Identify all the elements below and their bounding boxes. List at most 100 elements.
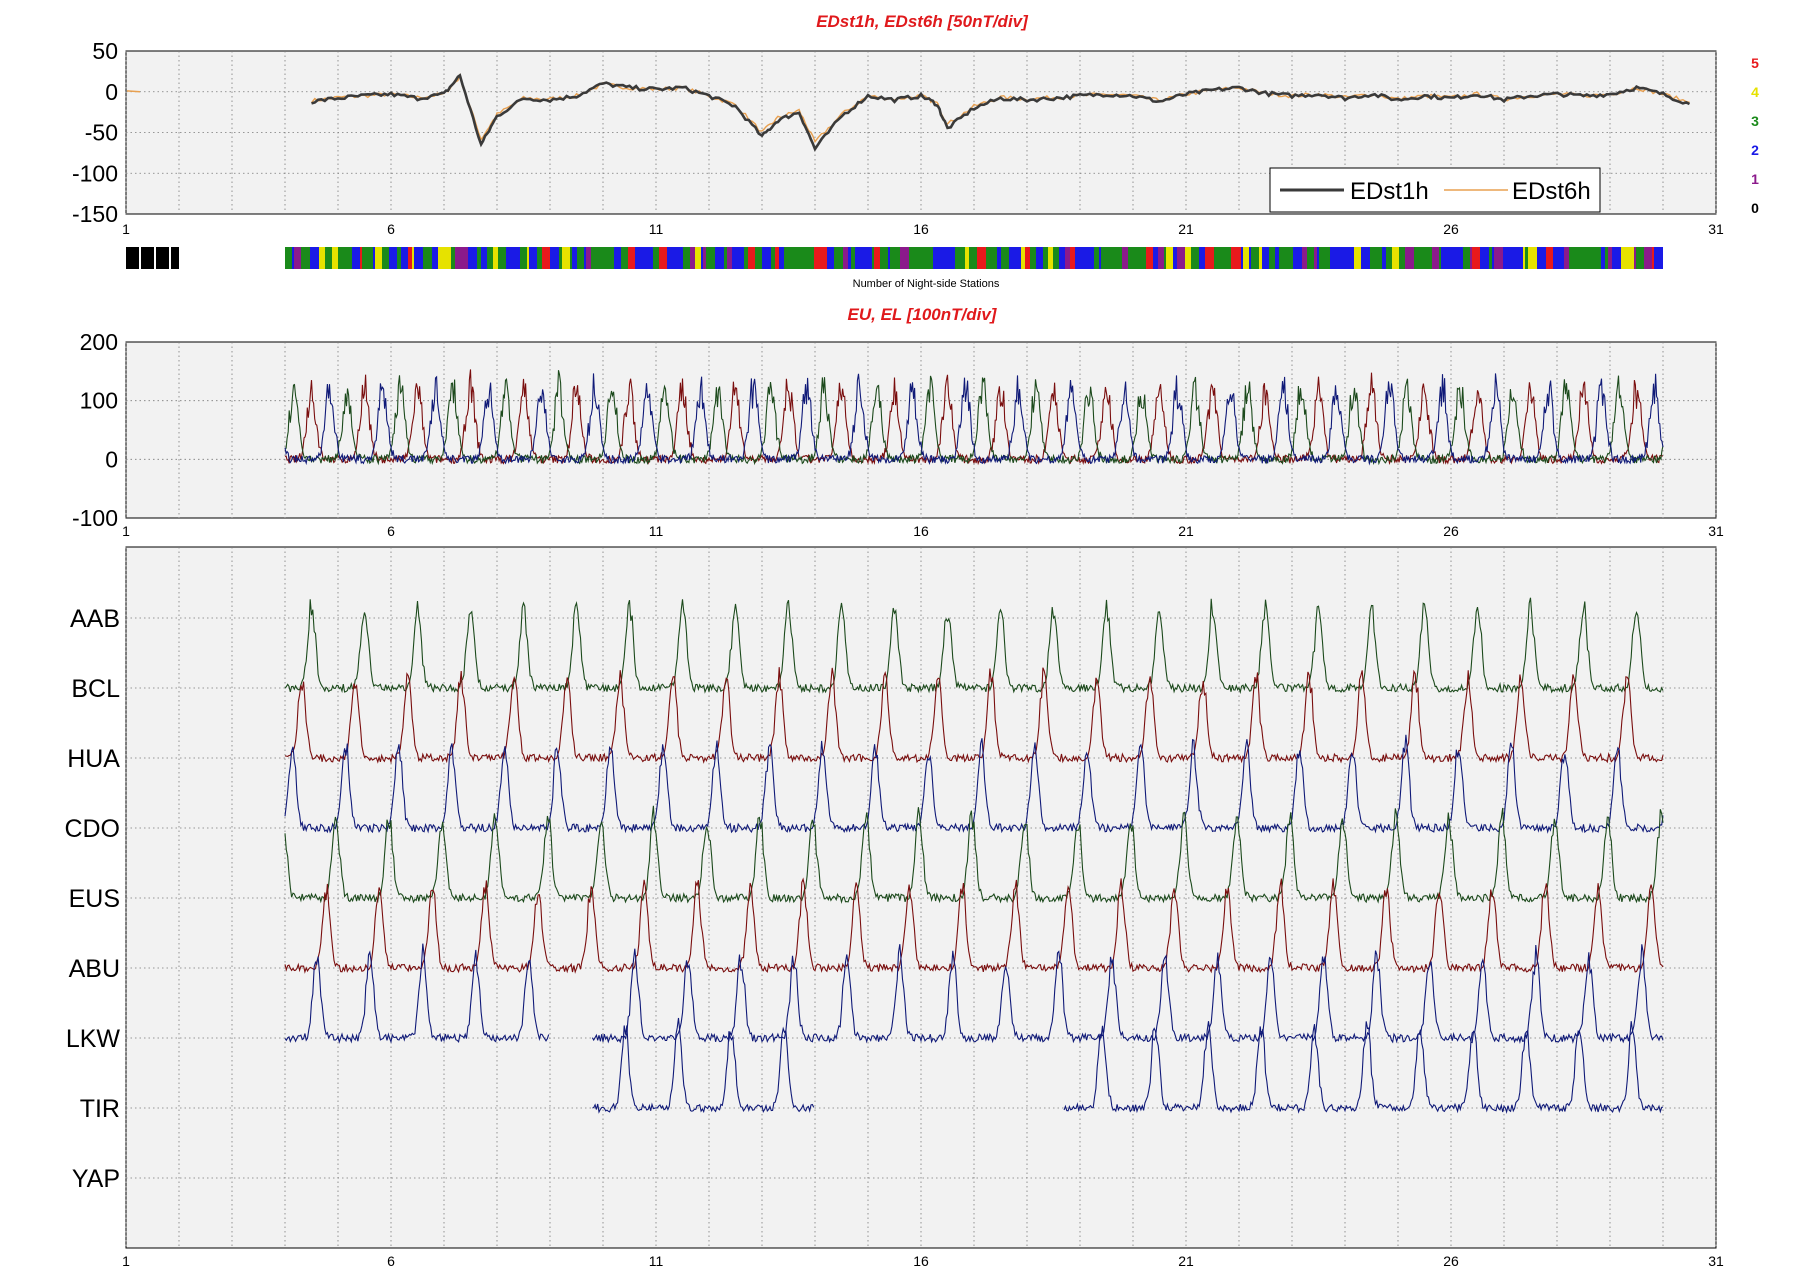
legend-edst1h-label: EDst1h [1350,178,1429,205]
strip-block [126,247,179,269]
x-tick-label: 31 [1708,221,1724,237]
strip-segment [1515,247,1523,269]
strip-segment [387,247,389,269]
strip-segment [834,247,841,269]
strip-segment [1043,247,1045,269]
strip-segment [301,247,310,269]
strip-segment [706,247,708,269]
strip-segment [412,247,414,269]
strip-segment [1141,247,1146,269]
strip-segment [1528,247,1537,269]
strip-segment [397,247,401,269]
strip-segment [481,247,487,269]
strip-segment [1059,247,1065,269]
strip-segment [1654,247,1662,269]
panel2-plot-area [125,341,1717,519]
strip-segment [1302,247,1307,269]
strip-segment [1553,247,1560,269]
strip-segment [977,247,986,269]
strip-segment [771,247,773,269]
strip-segment [1275,247,1279,269]
strip-segment [584,247,586,269]
strip-segment [1503,247,1506,269]
strip-segment [1417,247,1426,269]
strip-segment [1564,247,1569,269]
strip-segment [724,247,727,269]
strip-segment [1454,247,1459,269]
strip-segment [958,247,965,269]
count-legend-label: 0 [1751,200,1759,216]
strip-segment [851,247,855,269]
strip-segment [432,247,438,269]
strip-segment [801,247,807,269]
strip-segment [690,247,695,269]
strip-segment [586,247,591,269]
strip-segment [1593,247,1601,269]
strip-segment [1317,247,1319,269]
strip-segment [755,247,762,269]
strip-segment [1405,247,1414,269]
strip-segment [1177,247,1185,269]
strip-segment [1463,247,1470,269]
strip-segment [995,247,997,269]
strip-segment [1324,247,1330,269]
strip-segment [1153,247,1158,269]
strip-segment [818,247,827,269]
strip-segment [933,247,941,269]
strip-segment [1569,247,1572,269]
strip-segment [1164,247,1166,269]
strip-segment [1601,247,1605,269]
x-tick-label: 1 [122,523,130,539]
x-tick-label: 26 [1443,221,1459,237]
y-tick-label: 0 [105,79,118,105]
strip-segment [1627,247,1634,269]
strip-segment [1259,247,1262,269]
strip-label: Number of Night-side Stations [853,278,1000,290]
strip-segment [438,247,447,269]
strip-segment [892,247,900,269]
strip-segment [487,247,493,269]
strip-segment [577,247,584,269]
strip-segment [451,247,455,269]
strip-segment [708,247,715,269]
panel1-x-ticks: 1 6 11 16 21 26 31 [122,221,1724,237]
strip-segment [1128,247,1136,269]
strip-segment [965,247,969,269]
strip-segment [635,247,641,269]
strip-segment [867,247,872,269]
strip-segment [890,247,892,269]
panel1-grid [125,51,1717,214]
strip-segment [1185,247,1191,269]
strip-segment [332,247,338,269]
strip-segment [855,247,860,269]
strip-segment [909,247,917,269]
strip-segment [1644,247,1652,269]
strip-segment [1053,247,1059,269]
strip-segment [1370,247,1375,269]
strip-segment [1492,247,1494,269]
strip-segment [1241,247,1243,269]
station-trace-lkw [284,943,550,1044]
y-tick-label: 50 [92,38,118,64]
strip-segment [362,247,371,269]
station-label-lkw: LKW [66,1025,121,1053]
strip-segment [1243,247,1249,269]
station-label-yap: YAP [72,1165,120,1193]
strip-segment [1109,247,1118,269]
strip-segment [373,247,375,269]
strip-segment [401,247,408,269]
strip-segment [775,247,779,269]
strip-segment [773,247,775,269]
strip-segment [683,247,688,269]
strip-segment [294,247,301,269]
strip-segment [860,247,867,269]
strip-segment [1101,247,1109,269]
strip-segment [292,247,294,269]
strip-segment [1375,247,1382,269]
panel2-title: EU, EL [100nT/div] [848,305,998,324]
strip-segment [607,247,614,269]
panel2-y-ticks: 200 100 0 -100 [72,329,118,531]
strip-segment [371,247,373,269]
strip-segment [414,247,423,269]
strip-segment [955,247,958,269]
